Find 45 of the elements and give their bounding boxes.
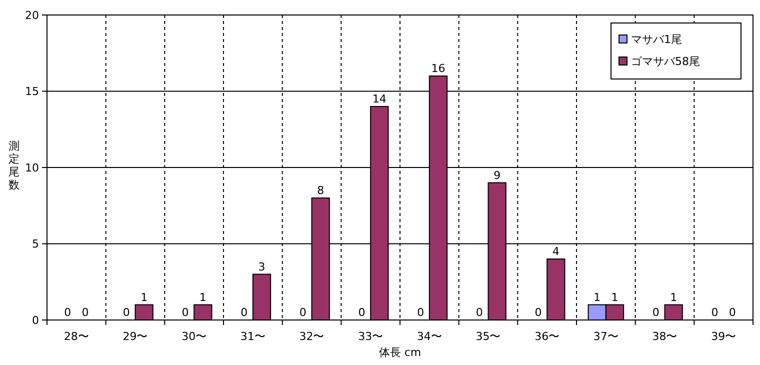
x-tick-label: 38〜 [652,330,678,343]
x-tick-label: 36〜 [534,330,560,343]
data-label: 1 [199,290,206,304]
y-tick-label: 20 [25,8,39,22]
data-label: 0 [240,306,248,319]
data-label: 0 [534,306,542,319]
data-label: 8 [317,184,324,197]
data-label: 1 [594,290,601,304]
legend-label: マサバ1尾 [631,32,682,46]
data-label: 0 [122,306,130,319]
data-label: 0 [476,306,483,319]
x-tick-label: 28〜 [64,330,89,343]
data-label: 0 [711,306,718,319]
data-label: 1 [140,290,148,304]
data-label: 0 [417,306,424,319]
y-axis-title: 測定尾数 [8,140,20,192]
data-label: 0 [64,306,72,319]
x-tick-label: 34〜 [416,330,442,343]
data-label: 0 [358,306,366,319]
data-label: 3 [258,260,266,274]
legend-label: ゴマサバ58尾 [631,54,700,68]
data-label: 16 [431,62,446,75]
y-tick-label: 15 [25,85,39,98]
y-tick-label: 10 [25,161,39,174]
y-tick-label: 0 [32,314,39,327]
x-tick-label: 30〜 [182,330,207,343]
data-label: 0 [299,306,306,319]
x-tick-label: 29〜 [122,330,148,343]
data-label: 1 [670,290,678,304]
data-label: 14 [372,92,386,106]
data-label: 0 [182,306,189,319]
data-label: 0 [728,306,736,319]
data-label: 0 [82,306,89,319]
x-tick-label: 31〜 [240,330,266,343]
x-tick-label: 35〜 [476,330,501,343]
x-tick-label: 39〜 [711,330,736,343]
data-label: 9 [494,168,501,182]
data-label: 1 [611,290,618,304]
y-tick-label: 5 [32,238,39,251]
x-tick-label: 37〜 [593,330,618,343]
x-axis-title: 体長 cm [378,346,422,359]
data-label: 4 [552,245,560,258]
data-label: 0 [652,306,660,319]
x-tick-label: 33〜 [358,330,384,343]
x-tick-label: 32〜 [299,330,324,343]
